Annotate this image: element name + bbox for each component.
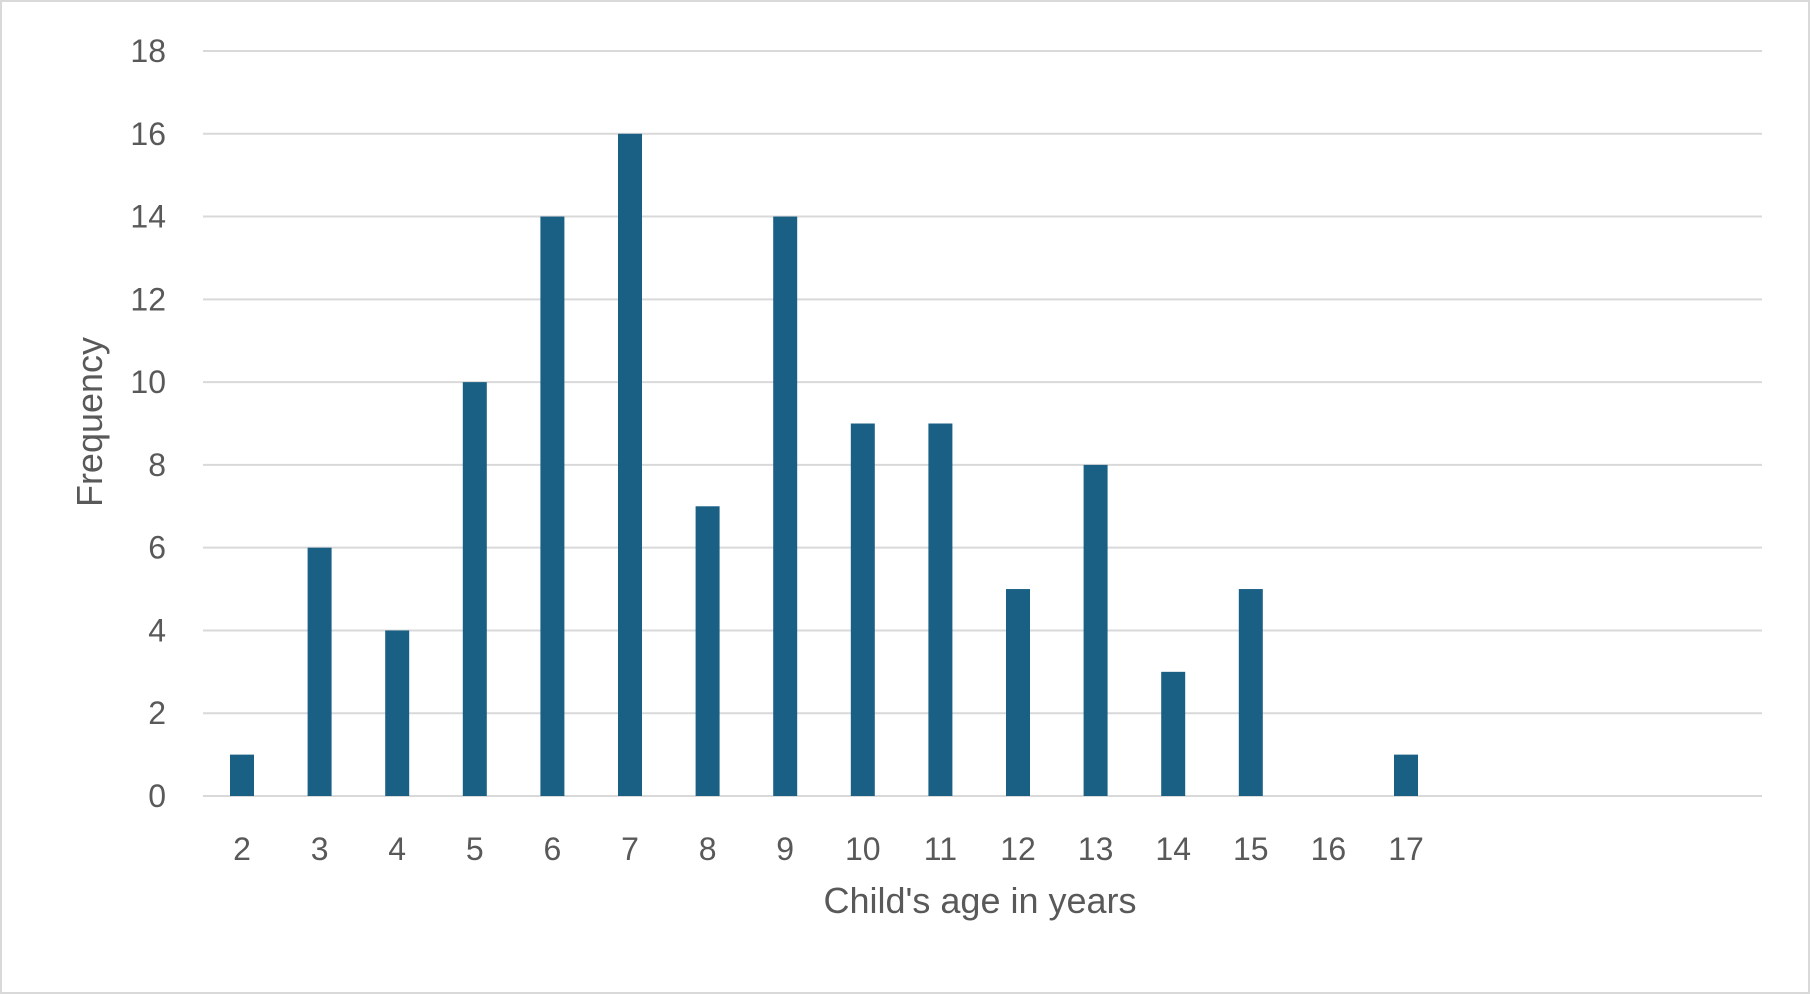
bar-age-13	[1083, 464, 1108, 796]
x-tick-label: 15	[1233, 831, 1269, 867]
x-tick-label: 16	[1311, 831, 1347, 867]
y-tick-label: 8	[148, 447, 166, 483]
bar-age-15	[1238, 589, 1263, 796]
y-tick-label: 4	[148, 612, 166, 648]
y-tick-label: 12	[130, 281, 166, 317]
x-tick-label: 9	[776, 831, 794, 867]
x-tick-label: 13	[1078, 831, 1114, 867]
bar-age-7	[618, 133, 642, 796]
y-tick-labels: 0 2 4 6 8 10 12 14 16 18	[130, 33, 166, 814]
x-tick-label: 3	[311, 831, 329, 867]
bars	[230, 133, 1418, 797]
x-tick-label: 5	[466, 831, 484, 867]
x-tick-label: 12	[1000, 831, 1036, 867]
bar-age-11	[928, 423, 953, 796]
y-tick-label: 14	[130, 199, 166, 235]
bar-age-8	[695, 506, 720, 796]
x-tick-label: 4	[388, 831, 406, 867]
gridlines	[203, 50, 1762, 797]
bar-age-9	[773, 216, 798, 797]
x-tick-label: 2	[233, 831, 251, 867]
y-tick-label: 0	[148, 778, 166, 814]
bar-age-6	[540, 216, 565, 797]
bar-age-17	[1394, 754, 1418, 796]
y-tick-label: 16	[130, 116, 166, 152]
bar-age-12	[1006, 589, 1030, 796]
y-tick-label: 2	[148, 695, 166, 731]
bar-age-10	[850, 423, 875, 796]
y-tick-label: 10	[130, 364, 166, 400]
bar-age-2	[230, 754, 254, 796]
bar-age-4	[385, 630, 410, 796]
x-tick-labels: 2 3 4 5 6 7 8 9 10 11 12 13 14 15 16 17	[233, 831, 1424, 867]
y-tick-label: 18	[130, 33, 166, 69]
x-tick-label: 14	[1155, 831, 1191, 867]
bar-age-14	[1161, 671, 1186, 796]
x-tick-label: 7	[621, 831, 639, 867]
x-axis-title: Child's age in years	[823, 880, 1136, 921]
x-tick-label: 6	[544, 831, 562, 867]
y-tick-label: 6	[148, 530, 166, 566]
x-tick-label: 10	[845, 831, 881, 867]
x-tick-label: 8	[699, 831, 717, 867]
y-axis-title: Frequency	[69, 337, 110, 507]
x-tick-label: 17	[1388, 831, 1424, 867]
bar-age-5	[462, 382, 487, 796]
x-tick-label: 11	[924, 831, 957, 867]
bar-age-3	[307, 547, 332, 796]
